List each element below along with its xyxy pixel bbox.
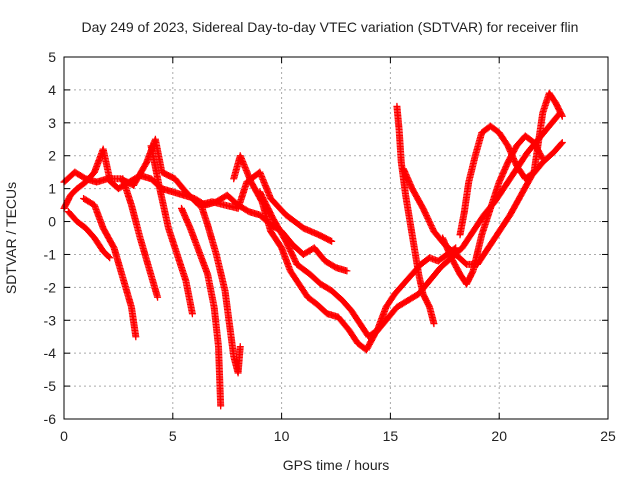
series-trace-d — [80, 195, 140, 341]
axis-ticks: 0 5 10 15 20 25 -6 -5 -4 -3 -2 -1 0 1 2 3 4 5 — [44, 49, 616, 444]
plus-marker — [452, 244, 460, 252]
x-tick-label: 20 — [491, 428, 507, 444]
y-tick-label: 0 — [48, 214, 56, 230]
plus-marker — [558, 111, 566, 119]
plus-marker — [430, 320, 438, 328]
plus-marker — [105, 253, 113, 261]
series-trace-g — [178, 204, 225, 410]
data-points — [60, 89, 566, 410]
plus-marker — [217, 402, 225, 410]
plus-marker — [154, 293, 162, 301]
plus-marker — [236, 343, 244, 351]
plus-marker — [328, 237, 336, 245]
gridlines — [64, 57, 608, 419]
y-tick-label: -3 — [44, 312, 57, 328]
y-tick-label: 5 — [48, 49, 56, 65]
series-trace-j — [256, 188, 460, 341]
y-tick-label: -2 — [44, 279, 57, 295]
plus-marker — [188, 310, 196, 318]
plus-marker — [326, 237, 334, 245]
plus-marker — [343, 267, 351, 275]
y-tick-label: 2 — [48, 148, 56, 164]
x-tick-label: 25 — [600, 428, 616, 444]
y-tick-label: -1 — [44, 246, 57, 262]
y-tick-label: -5 — [44, 378, 57, 394]
series-trace-c — [64, 208, 114, 262]
plus-marker — [106, 254, 114, 262]
plus-marker — [538, 154, 546, 162]
series-trace-h — [197, 201, 244, 377]
x-axis-label: GPS time / hours — [283, 457, 390, 473]
series-trace-n — [439, 132, 547, 288]
series-trace-m — [456, 89, 566, 239]
y-axis-label: SDTVAR / TECUs — [3, 182, 19, 294]
plus-marker — [557, 140, 565, 148]
y-tick-label: -4 — [44, 345, 57, 361]
x-tick-label: 0 — [60, 428, 68, 444]
x-tick-label: 5 — [169, 428, 177, 444]
series-trace-f — [147, 142, 196, 318]
plus-marker — [539, 155, 547, 163]
chart-title: Day 249 of 2023, Sidereal Day-to-day VTE… — [82, 19, 579, 35]
plot-frame — [63, 56, 609, 420]
x-tick-label: 15 — [383, 428, 399, 444]
plus-marker — [558, 139, 566, 147]
y-tick-label: -6 — [44, 411, 57, 427]
y-tick-label: 1 — [48, 181, 56, 197]
x-tick-label: 10 — [274, 428, 290, 444]
series-trace-l — [399, 139, 566, 268]
y-tick-label: 4 — [48, 82, 56, 98]
y-tick-label: 3 — [48, 115, 56, 131]
plus-marker — [132, 333, 140, 341]
plus-marker — [558, 112, 566, 120]
series-trace-e — [119, 175, 162, 301]
series-trace-k — [393, 102, 438, 328]
